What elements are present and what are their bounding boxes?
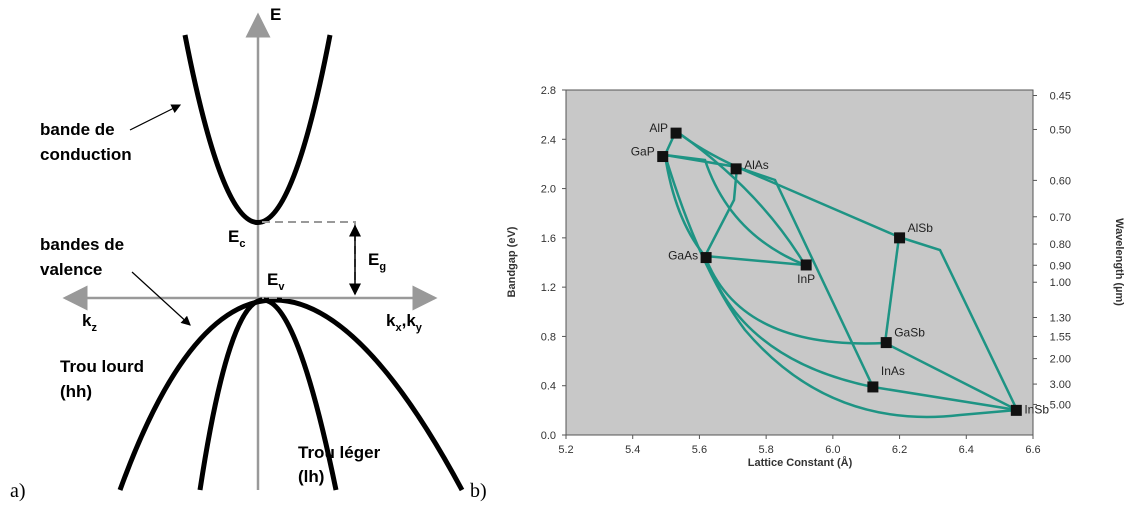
x-tick-label: 6.4 [959, 444, 974, 456]
label-part: c [239, 238, 245, 250]
y2-tick-label: 0.80 [1050, 239, 1071, 251]
label: (hh) [60, 382, 92, 401]
y2-tick-label: 0.70 [1050, 212, 1071, 224]
y2-tick-label: 2.00 [1050, 354, 1071, 366]
label-part: k [82, 311, 92, 330]
point-label: InP [797, 272, 815, 286]
x-tick-label: 5.8 [758, 444, 773, 456]
data-point [700, 252, 712, 264]
point-label: AlAs [744, 158, 769, 172]
y-tick-label: 0.8 [541, 331, 556, 343]
label-part: v [278, 281, 285, 293]
label: (lh) [298, 467, 324, 486]
data-point [730, 163, 742, 175]
y2-tick-label: 0.45 [1050, 91, 1071, 103]
chart: Lattice Constant (Å) Bandgap (eV) Wavele… [506, 85, 1125, 469]
x-tick-label: 6.6 [1025, 444, 1040, 456]
label: bande de [40, 120, 115, 139]
light-hole-band [197, 297, 339, 491]
y2-tick-label: 1.55 [1050, 331, 1071, 343]
pointer [129, 104, 182, 131]
energy-label: E [270, 5, 281, 24]
panel-label: a) [10, 480, 26, 502]
label-part: g [379, 261, 386, 273]
label: Trou lourd [60, 357, 144, 376]
point-label: GaP [631, 145, 655, 159]
x-axis-label: Lattice Constant (Å) [748, 456, 853, 469]
label-part: E [228, 227, 239, 246]
y-tick-label: 1.6 [541, 233, 556, 245]
label-part: y [416, 322, 423, 334]
heavy-hole-band [117, 297, 465, 492]
label-part: k [386, 311, 396, 330]
label: bandes de [40, 235, 124, 254]
x-tick-label: 5.6 [692, 444, 707, 456]
y2-tick-label: 1.00 [1050, 277, 1071, 289]
point-label: GaAs [668, 249, 698, 263]
y-tick-label: 2.4 [541, 134, 556, 146]
y-tick-label: 2.8 [541, 85, 556, 97]
band-diagram: E [62, 5, 465, 492]
panel-label: b) [470, 480, 487, 502]
data-point [657, 151, 669, 163]
y-tick-label: 1.2 [541, 282, 556, 294]
label-part: E [368, 250, 379, 269]
x-tick-label: 6.2 [892, 444, 907, 456]
y2-tick-label: 3.00 [1050, 379, 1071, 391]
y2-tick-label: 0.60 [1050, 175, 1071, 187]
conduction-band [182, 34, 333, 225]
y-tick-label: 2.0 [541, 184, 556, 196]
point-label: InSb [1024, 402, 1049, 416]
label: Eg [368, 250, 386, 273]
point-label: AlSb [908, 221, 934, 235]
label-part: z [91, 322, 97, 334]
y2-axis-label: Wavelength (µm) [1113, 218, 1125, 306]
point-label: InAs [881, 364, 905, 378]
x-tick-label: 5.4 [625, 444, 640, 456]
label-part: x [395, 322, 402, 334]
data-point [1010, 404, 1022, 416]
y-axis-label: Bandgap (eV) [506, 226, 518, 297]
y2-tick-label: 1.30 [1050, 312, 1071, 324]
alloy-curves [663, 129, 1019, 419]
y2-tick-label: 5.00 [1050, 399, 1071, 411]
data-point [800, 259, 812, 271]
y2-tick-label: 0.90 [1050, 260, 1071, 272]
point-label: GaSb [894, 326, 925, 340]
label: kx,ky [386, 311, 423, 334]
x-tick-label: 6.0 [825, 444, 840, 456]
data-point [894, 232, 906, 244]
point-label: AlP [649, 121, 668, 135]
label: valence [40, 260, 102, 279]
label: Ev [267, 270, 285, 293]
label-part: E [267, 270, 278, 289]
data-point [670, 127, 682, 139]
data-point [880, 337, 892, 349]
data-point [867, 381, 879, 393]
y-tick-label: 0.4 [541, 381, 556, 393]
label: Trou léger [298, 443, 381, 462]
label: conduction [40, 145, 132, 164]
label-part: ,k [402, 311, 417, 330]
y2-tick-label: 0.50 [1050, 124, 1071, 136]
y-tick-label: 0.0 [541, 430, 556, 442]
label: Ec [228, 227, 245, 250]
x-tick-label: 5.2 [558, 444, 573, 456]
label: kz [82, 311, 97, 334]
pointer [131, 271, 191, 326]
